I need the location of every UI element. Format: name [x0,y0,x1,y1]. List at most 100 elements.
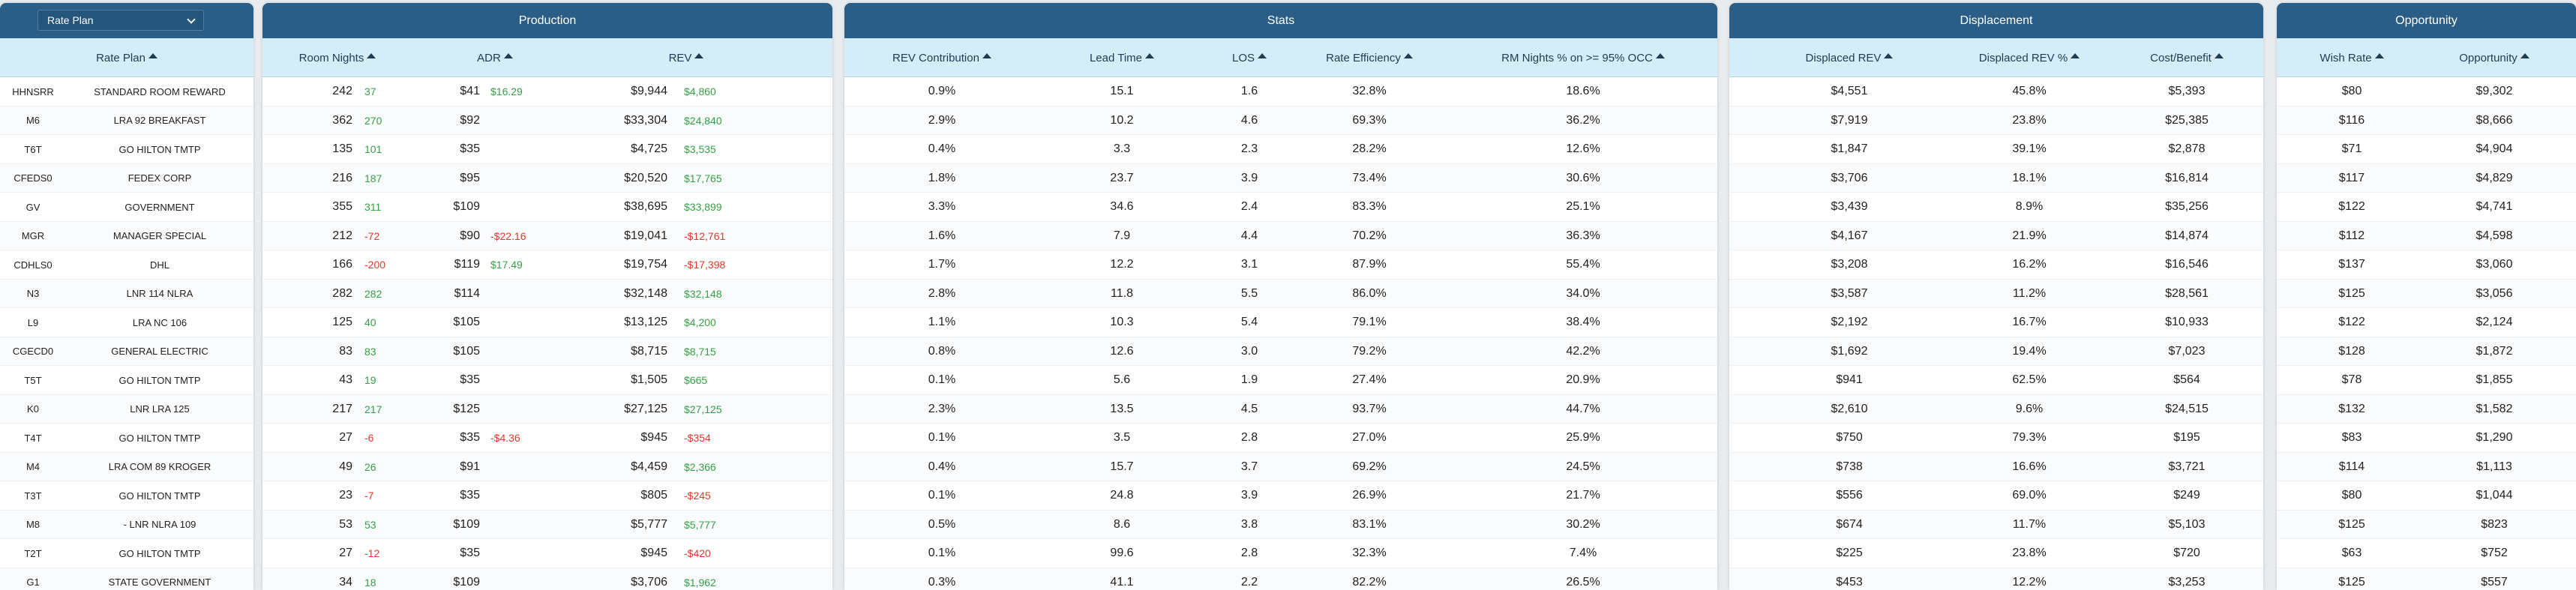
table-row[interactable]: $125 $557 [2277,568,2576,590]
table-row[interactable]: $3,706 18.1% $16,814 [1729,163,2263,193]
table-row[interactable]: 282 282 $114 $32,148 $32,148 [262,279,832,308]
table-row[interactable]: $750 79.3% $195 [1729,424,2263,453]
table-row[interactable]: 0.5% 8.6 3.8 83.1% 30.2% [844,510,1717,539]
column-header-wish-rate[interactable]: Wish Rate [2292,38,2412,77]
table-row[interactable]: 0.8% 12.6 3.0 79.2% 42.2% [844,337,1717,366]
column-header-los[interactable]: LOS [1174,38,1324,77]
table-row[interactable]: 53 53 $109 $5,777 $5,777 [262,510,832,539]
table-row[interactable]: 23 -7 $35 $805 -$245 [262,481,832,511]
table-row[interactable]: T3T GO HILTON TMTP [0,481,253,511]
table-row[interactable]: $941 62.5% $564 [1729,366,2263,395]
column-header-rev[interactable]: REV [600,38,772,77]
table-row[interactable]: 216 187 $95 $20,520 $17,765 [262,163,832,193]
column-header-displaced-rev[interactable]: Displaced REV [1767,38,1932,77]
table-row[interactable]: $225 23.8% $720 [1729,539,2263,568]
column-header-rm-nights-occ[interactable]: RM Nights % on >= 95% OCC [1459,38,1707,77]
table-row[interactable]: 0.4% 15.7 3.7 69.2% 24.5% [844,452,1717,481]
table-row[interactable]: $4,167 21.9% $14,874 [1729,221,2263,250]
table-row[interactable]: 242 37 $41 $16.29 $9,944 $4,860 [262,77,832,106]
table-row[interactable]: $63 $752 [2277,539,2576,568]
table-row[interactable]: 212 -72 $90 -$22.16 $19,041 -$12,761 [262,221,832,250]
table-row[interactable]: $674 11.7% $5,103 [1729,510,2263,539]
table-row[interactable]: $2,610 9.6% $24,515 [1729,394,2263,424]
table-row[interactable]: M6 LRA 92 BREAKFAST [0,106,253,135]
column-header-rev-contribution[interactable]: REV Contribution [844,38,1039,77]
table-row[interactable]: 43 19 $35 $1,505 $665 [262,366,832,395]
table-row[interactable]: $112 $4,598 [2277,221,2576,250]
table-row[interactable]: $78 $1,855 [2277,366,2576,395]
table-row[interactable]: L9 LRA NC 106 [0,308,253,337]
table-row[interactable]: $125 $823 [2277,510,2576,539]
table-row[interactable]: T5T GO HILTON TMTP [0,366,253,395]
column-header-adr[interactable]: ADR [427,38,562,77]
table-row[interactable]: CDHLS0 DHL [0,250,253,280]
table-row[interactable]: $7,919 23.8% $25,385 [1729,106,2263,135]
table-row[interactable]: $80 $9,302 [2277,77,2576,106]
table-row[interactable]: T2T GO HILTON TMTP [0,539,253,568]
column-header-rate-plan[interactable]: Rate Plan [0,38,253,77]
table-row[interactable]: $128 $1,872 [2277,337,2576,366]
table-row[interactable]: $83 $1,290 [2277,424,2576,453]
table-row[interactable]: $453 12.2% $3,253 [1729,568,2263,590]
table-row[interactable]: 135 101 $35 $4,725 $3,535 [262,135,832,164]
table-row[interactable]: CGECD0 GENERAL ELECTRIC [0,337,253,366]
table-row[interactable]: T4T GO HILTON TMTP [0,424,253,453]
table-row[interactable]: 362 270 $92 $33,304 $24,840 [262,106,832,135]
table-row[interactable]: 355 311 $109 $38,695 $33,899 [262,193,832,222]
table-row[interactable]: $114 $1,113 [2277,452,2576,481]
table-row[interactable]: 1.8% 23.7 3.9 73.4% 30.6% [844,163,1717,193]
table-row[interactable]: K0 LNR LRA 125 [0,394,253,424]
table-row[interactable]: 0.3% 41.1 2.2 82.2% 26.5% [844,568,1717,590]
table-row[interactable]: $738 16.6% $3,721 [1729,452,2263,481]
table-row[interactable]: 83 83 $105 $8,715 $8,715 [262,337,832,366]
table-row[interactable]: 1.1% 10.3 5.4 79.1% 38.4% [844,308,1717,337]
table-row[interactable]: 0.1% 3.5 2.8 27.0% 25.9% [844,424,1717,453]
table-row[interactable]: $117 $4,829 [2277,163,2576,193]
table-row[interactable]: 2.3% 13.5 4.5 93.7% 44.7% [844,394,1717,424]
table-row[interactable]: 0.1% 24.8 3.9 26.9% 21.7% [844,481,1717,511]
table-row[interactable]: 1.7% 12.2 3.1 87.9% 55.4% [844,250,1717,280]
table-row[interactable]: 0.1% 5.6 1.9 27.4% 20.9% [844,366,1717,395]
table-row[interactable]: $80 $1,044 [2277,481,2576,511]
column-header-cost-benefit[interactable]: Cost/Benefit [2112,38,2262,77]
table-row[interactable]: 1.6% 7.9 4.4 70.2% 36.3% [844,221,1717,250]
table-row[interactable]: CFEDS0 FEDEX CORP [0,163,253,193]
table-row[interactable]: 49 26 $91 $4,459 $2,366 [262,452,832,481]
table-row[interactable]: $3,587 11.2% $28,561 [1729,279,2263,308]
table-row[interactable]: 0.1% 99.6 2.8 32.3% 7.4% [844,539,1717,568]
table-row[interactable]: 2.8% 11.8 5.5 86.0% 34.0% [844,279,1717,308]
table-row[interactable]: $1,692 19.4% $7,023 [1729,337,2263,366]
table-row[interactable]: 2.9% 10.2 4.6 69.3% 36.2% [844,106,1717,135]
table-row[interactable]: 217 217 $125 $27,125 $27,125 [262,394,832,424]
column-header-opportunity[interactable]: Opportunity [2427,38,2562,77]
table-row[interactable]: 34 18 $109 $3,706 $1,962 [262,568,832,590]
rate-plan-select[interactable]: Rate Plan [37,10,204,31]
table-row[interactable]: 125 40 $105 $13,125 $4,200 [262,308,832,337]
table-row[interactable]: T6T GO HILTON TMTP [0,135,253,164]
table-row[interactable]: 27 -6 $35 -$4.36 $945 -$354 [262,424,832,453]
table-row[interactable]: M8 - LNR NLRA 109 [0,510,253,539]
table-row[interactable]: $125 $3,056 [2277,279,2576,308]
table-row[interactable]: 3.3% 34.6 2.4 83.3% 25.1% [844,193,1717,222]
table-row[interactable]: M4 LRA COM 89 KROGER [0,452,253,481]
table-row[interactable]: G1 STATE GOVERNMENT [0,568,253,590]
table-row[interactable]: $1,847 39.1% $2,878 [1729,135,2263,164]
table-row[interactable]: $132 $1,582 [2277,394,2576,424]
table-row[interactable]: 0.4% 3.3 2.3 28.2% 12.6% [844,135,1717,164]
table-row[interactable]: 27 -12 $35 $945 -$420 [262,539,832,568]
column-header-room-nights[interactable]: Room Nights [277,38,397,77]
table-row[interactable]: $2,192 16.7% $10,933 [1729,308,2263,337]
table-row[interactable]: 166 -200 $119 $17.49 $19,754 -$17,398 [262,250,832,280]
column-header-displaced-rev-pct[interactable]: Displaced REV % [1947,38,2112,77]
table-row[interactable]: $3,439 8.9% $35,256 [1729,193,2263,222]
table-row[interactable]: $71 $4,904 [2277,135,2576,164]
table-row[interactable]: HHNSRR STANDARD ROOM REWARD [0,77,253,106]
table-row[interactable]: $3,208 16.2% $16,546 [1729,250,2263,280]
column-header-lead-time[interactable]: Lead Time [1047,38,1197,77]
table-row[interactable]: 0.9% 15.1 1.6 32.8% 18.6% [844,77,1717,106]
table-row[interactable]: MGR MANAGER SPECIAL [0,221,253,250]
table-row[interactable]: $4,551 45.8% $5,393 [1729,77,2263,106]
table-row[interactable]: $122 $4,741 [2277,193,2576,222]
table-row[interactable]: $116 $8,666 [2277,106,2576,135]
table-row[interactable]: $556 69.0% $249 [1729,481,2263,511]
